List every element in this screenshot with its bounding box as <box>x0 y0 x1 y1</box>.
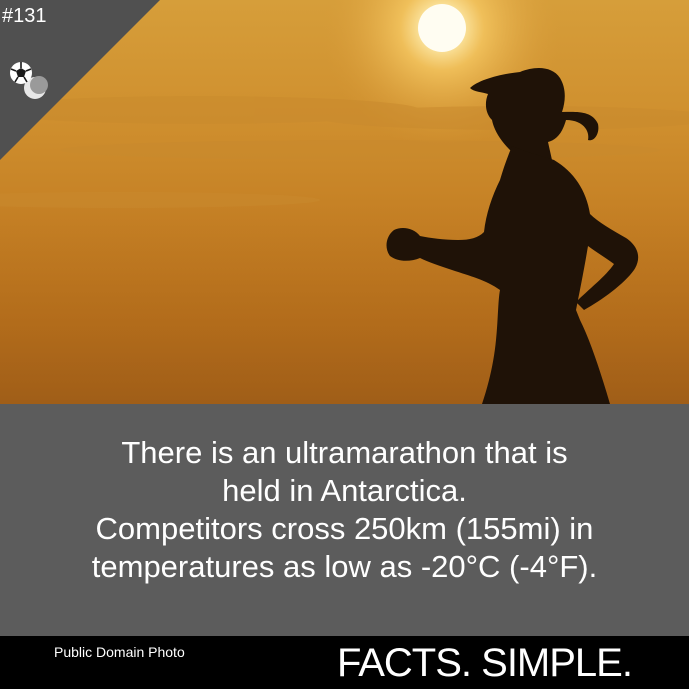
corner-badge <box>0 0 160 160</box>
brand-logo-text: FACTS. SIMPLE. <box>337 641 633 685</box>
photo-credit: Public Domain Photo <box>54 644 185 660</box>
sunset-runner-photo <box>0 0 689 404</box>
soccer-ball-and-moon-icon <box>10 62 48 99</box>
fact-line: There is an ultramarathon that is <box>121 435 568 470</box>
fact-line: held in Antarctica. <box>222 473 467 508</box>
fact-text: There is an ultramarathon that is held i… <box>30 434 659 586</box>
fact-panel: There is an ultramarathon that is held i… <box>0 404 689 636</box>
runner-silhouette-icon <box>386 68 639 404</box>
fact-line: Competitors cross 250km (155mi) in <box>95 511 594 546</box>
sun <box>418 4 466 52</box>
photo-scene <box>0 0 689 404</box>
fact-number: #131 <box>2 5 47 27</box>
fact-line: temperatures as low as -20°C (-4°F). <box>91 549 598 584</box>
footer-bar: Public Domain Photo FACTS. SIMPLE. <box>0 636 689 689</box>
